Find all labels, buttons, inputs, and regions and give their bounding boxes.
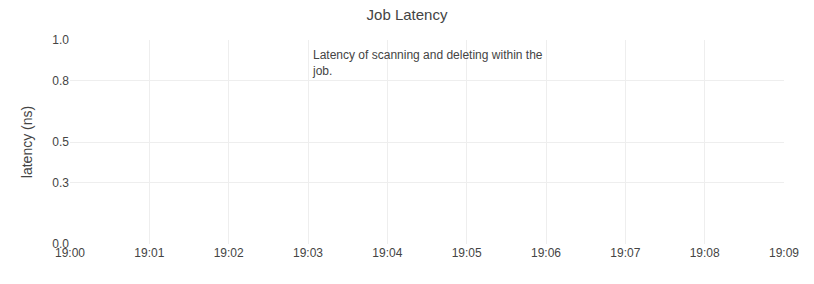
- svg-text:0.8: 0.8: [52, 74, 69, 88]
- svg-text:19:09: 19:09: [769, 246, 799, 260]
- svg-text:0.5: 0.5: [52, 135, 69, 149]
- svg-text:19:05: 19:05: [452, 246, 482, 260]
- svg-text:0.0: 0.0: [52, 237, 69, 251]
- svg-text:19:08: 19:08: [690, 246, 720, 260]
- svg-text:19:04: 19:04: [372, 246, 402, 260]
- svg-text:Job Latency: Job Latency: [367, 6, 448, 23]
- svg-text:latency (ns): latency (ns): [19, 106, 35, 178]
- svg-text:Latency of scanning and deleti: Latency of scanning and deleting within …: [312, 48, 543, 78]
- svg-text:19:06: 19:06: [531, 246, 561, 260]
- svg-text:19:07: 19:07: [610, 246, 640, 260]
- svg-text:19:01: 19:01: [134, 246, 164, 260]
- svg-text:0.3: 0.3: [52, 176, 69, 190]
- svg-text:19:02: 19:02: [214, 246, 244, 260]
- svg-text:1.0: 1.0: [52, 33, 69, 47]
- svg-text:19:03: 19:03: [293, 246, 323, 260]
- svg-text:19:00: 19:00: [55, 246, 85, 260]
